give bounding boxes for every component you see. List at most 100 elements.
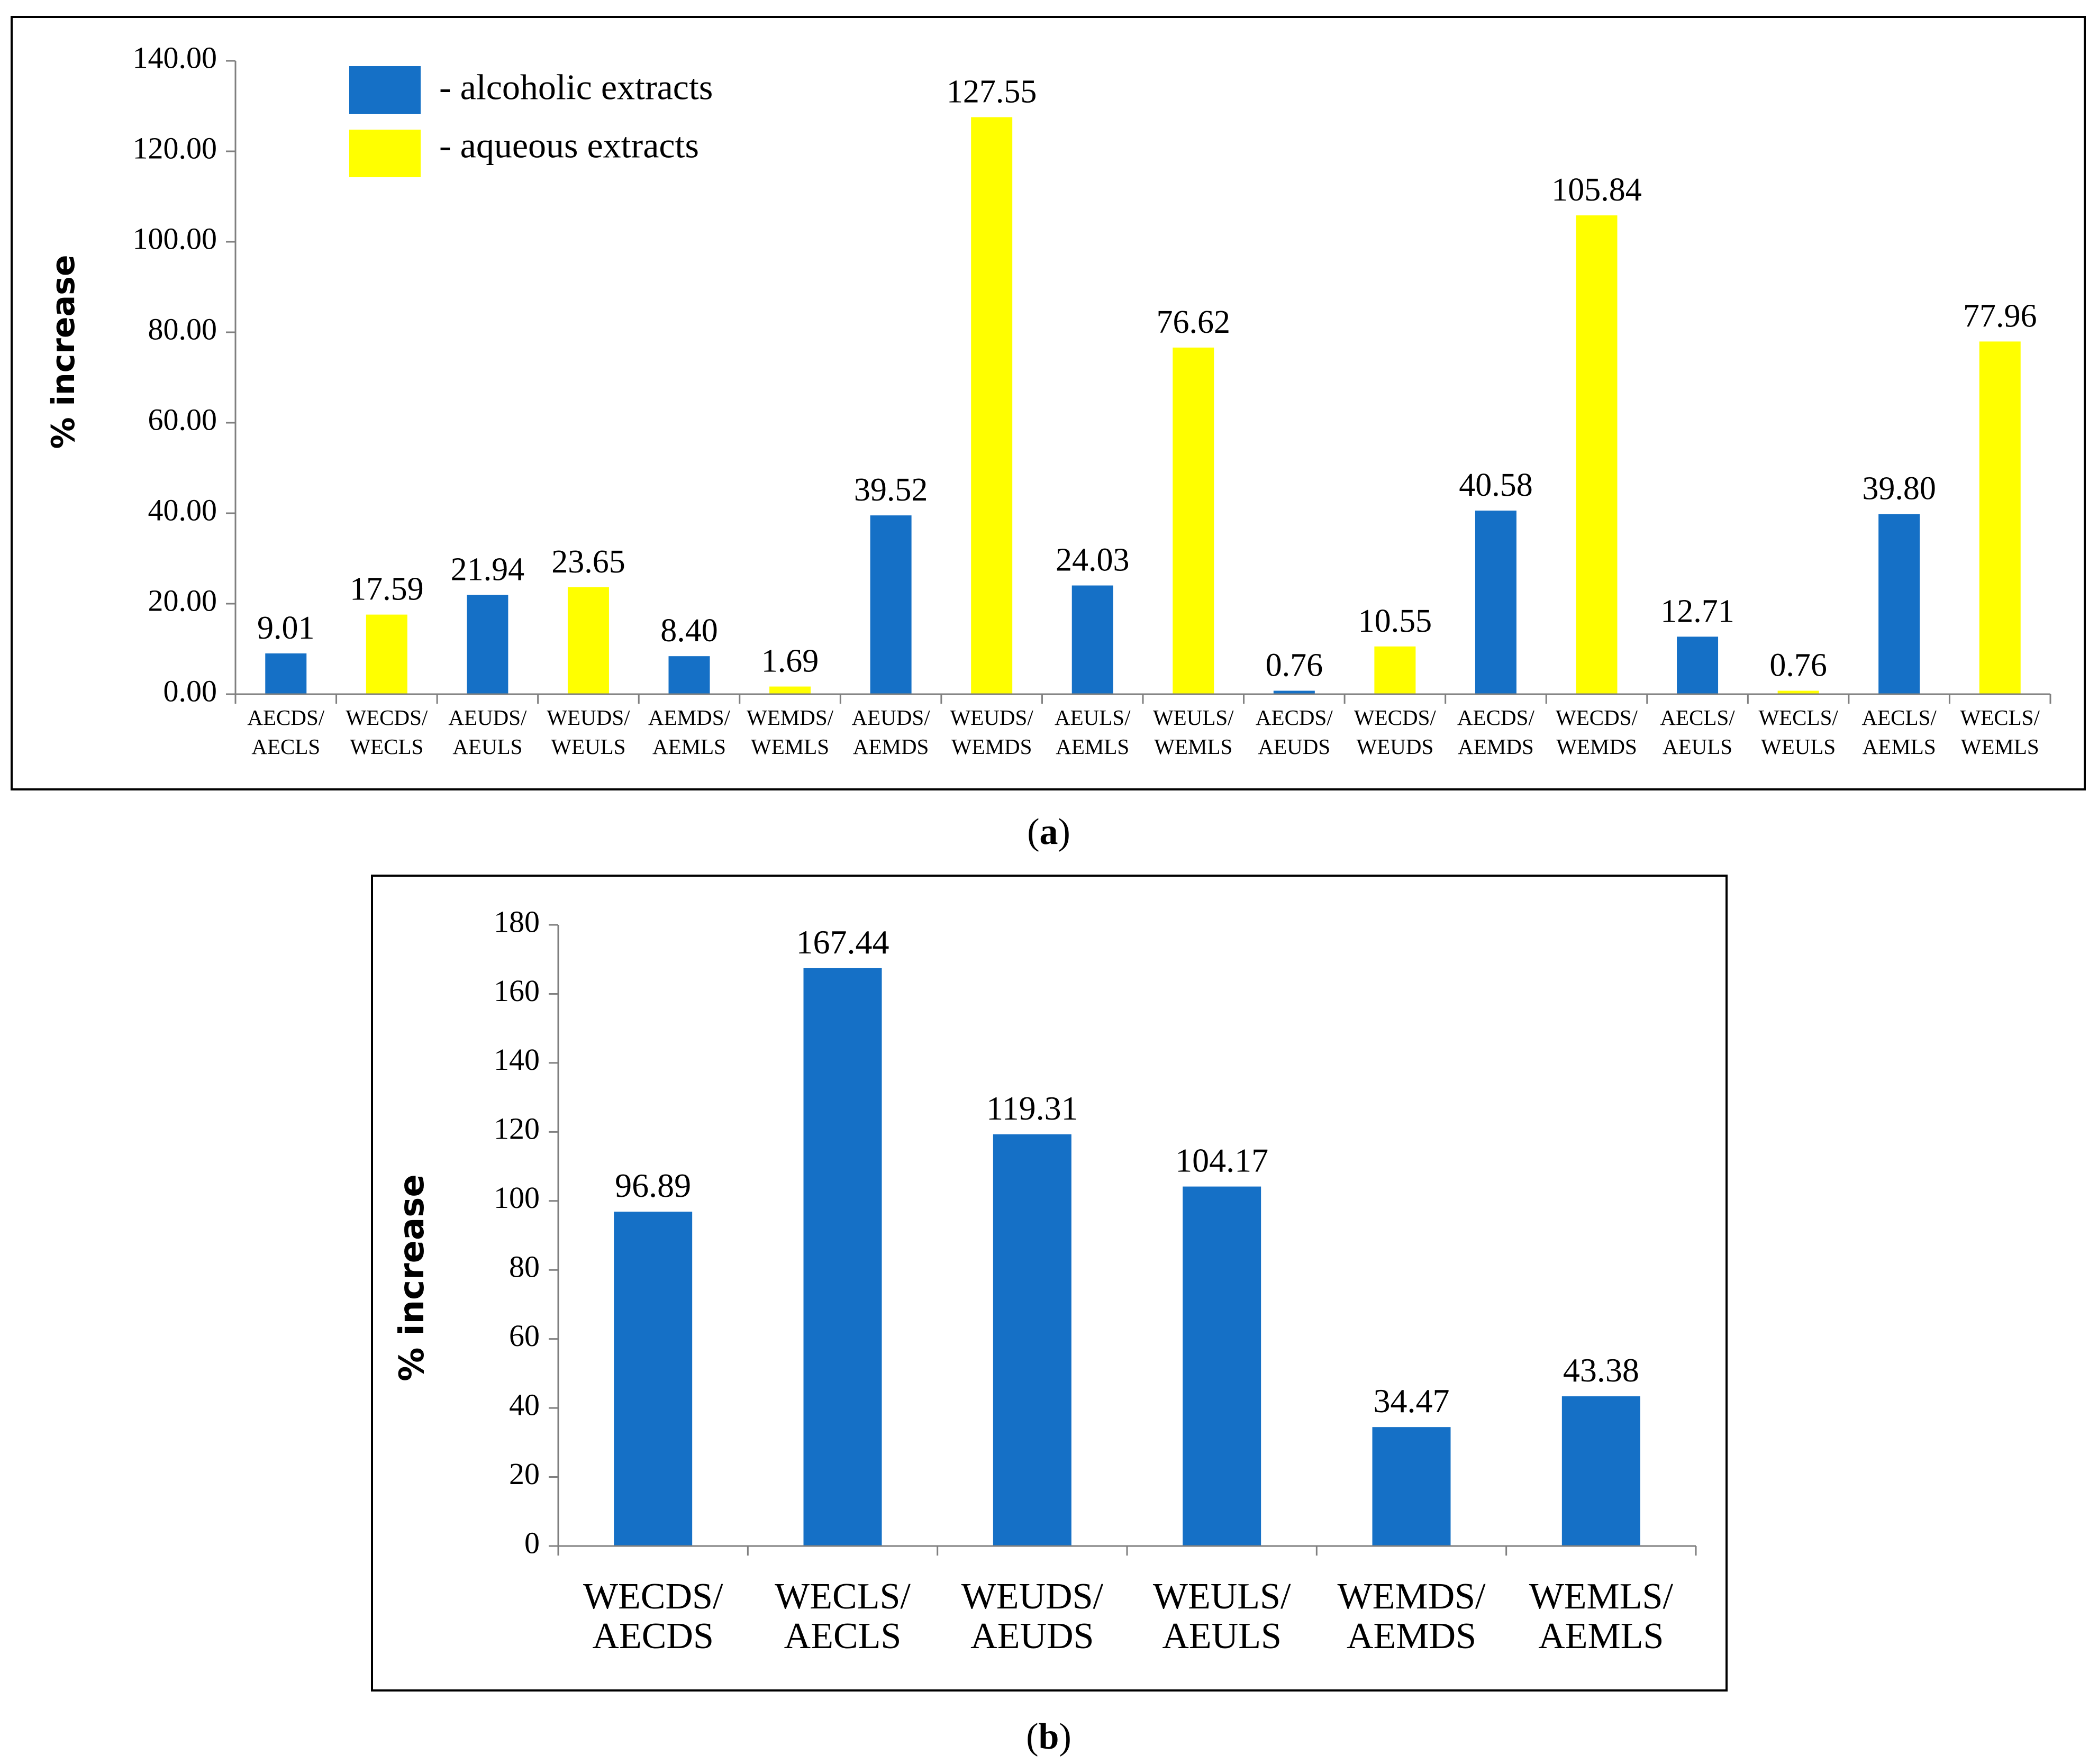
x-tick-label: WECDS/ bbox=[1556, 705, 1638, 730]
y-tick-label: 120 bbox=[494, 1112, 540, 1146]
bar bbox=[769, 686, 811, 694]
y-tick-label: 100 bbox=[494, 1180, 540, 1215]
data-label: 34.47 bbox=[1374, 1382, 1450, 1420]
x-tick-label: WEMDS/ bbox=[747, 705, 834, 730]
bar bbox=[1372, 1427, 1451, 1546]
x-tick-label: WECLS bbox=[350, 734, 423, 759]
x-tick-label: WEMLS bbox=[1961, 734, 2039, 759]
bar bbox=[1677, 637, 1719, 694]
y-tick-label: 120.00 bbox=[133, 131, 217, 165]
data-label: 8.40 bbox=[660, 613, 718, 649]
x-tick-label: WECLS/ bbox=[1960, 705, 2040, 730]
panel-a: 9.01 17.59 21.94 23.65 8.40 1.69 39.52 127.55 24… bbox=[11, 16, 2086, 790]
x-tick-label: WEULS/ bbox=[1153, 1576, 1291, 1617]
x-tick-label: WEMDS bbox=[951, 734, 1032, 759]
y-tick-label: 180 bbox=[494, 904, 540, 939]
bar bbox=[1878, 514, 1920, 694]
y-tick-label: 0.00 bbox=[164, 674, 217, 708]
x-tick-label: AECLS bbox=[251, 734, 320, 759]
x-tick-label: WEMLS bbox=[1154, 734, 1232, 759]
data-label: 127.55 bbox=[947, 74, 1037, 110]
x-tick-label: WECLS/ bbox=[1758, 705, 1838, 730]
bar bbox=[1777, 690, 1819, 694]
x-tick-label: WEMDS/ bbox=[1338, 1576, 1486, 1617]
data-label: 9.01 bbox=[257, 610, 315, 646]
data-label: 76.62 bbox=[1157, 304, 1231, 340]
x-tick-label: AEULS bbox=[1663, 734, 1732, 759]
bar bbox=[467, 595, 508, 694]
legend: - alcoholic extracts - aqueous extracts bbox=[349, 66, 713, 177]
bar bbox=[971, 117, 1013, 694]
y-tick-label: 80 bbox=[509, 1250, 540, 1284]
bar bbox=[1173, 347, 1214, 694]
x-tick-label: WECDS/ bbox=[583, 1576, 723, 1617]
y-tick-label: 160 bbox=[494, 974, 540, 1008]
x-tick-label: AEMLS bbox=[1538, 1616, 1664, 1657]
x-tick-label: WECLS/ bbox=[775, 1576, 911, 1617]
bar bbox=[265, 653, 307, 694]
x-tick-label: AECDS/ bbox=[1256, 705, 1333, 730]
data-label: 105.84 bbox=[1551, 172, 1642, 208]
data-label: 39.80 bbox=[1862, 471, 1936, 507]
y-tick-label: 140.00 bbox=[133, 40, 217, 75]
y-tick-label: 40.00 bbox=[148, 493, 217, 527]
x-tick-label: AEULS/ bbox=[1055, 705, 1131, 730]
data-label: 17.59 bbox=[350, 571, 424, 607]
x-tick-label: AEMDS bbox=[1458, 734, 1534, 759]
data-label: 23.65 bbox=[551, 544, 625, 580]
data-label: 24.03 bbox=[1056, 542, 1130, 578]
bar bbox=[1374, 646, 1416, 694]
data-label: 0.76 bbox=[1769, 648, 1827, 684]
data-label: 40.58 bbox=[1459, 467, 1533, 503]
y-tick-label: 60.00 bbox=[148, 402, 217, 437]
x-tick-label: AEMLS bbox=[652, 734, 726, 759]
legend-swatch-aqueous bbox=[349, 130, 421, 177]
bar bbox=[993, 1134, 1071, 1546]
x-tick-label: AEMDS bbox=[853, 734, 929, 759]
legend-swatch-alcoholic bbox=[349, 66, 421, 114]
data-label: 1.69 bbox=[761, 643, 819, 679]
panel-a-frame bbox=[11, 16, 2086, 790]
data-label: 12.71 bbox=[1660, 593, 1734, 629]
y-tick-label: 0 bbox=[524, 1525, 540, 1560]
bar bbox=[567, 587, 609, 694]
x-tick-label: WECDS/ bbox=[346, 705, 428, 730]
data-label: 167.44 bbox=[796, 923, 889, 961]
bar bbox=[1183, 1186, 1261, 1546]
data-label: 0.76 bbox=[1266, 648, 1323, 684]
data-label: 43.38 bbox=[1563, 1351, 1639, 1389]
y-tick-label: 140 bbox=[494, 1042, 540, 1077]
x-tick-label: WEULS/ bbox=[1153, 705, 1234, 730]
x-tick-label: AECDS/ bbox=[1457, 705, 1534, 730]
x-tick-label: WEUDS/ bbox=[950, 705, 1034, 730]
data-label: 10.55 bbox=[1358, 603, 1432, 639]
x-tick-label: AEULS bbox=[1162, 1616, 1282, 1657]
x-tick-label: AEULS bbox=[452, 734, 522, 759]
caption-b-letter: b bbox=[1039, 1716, 1059, 1757]
bar bbox=[1475, 511, 1516, 694]
x-tick-label: AEMDS/ bbox=[648, 705, 731, 730]
y-tick-label: 80.00 bbox=[148, 312, 217, 346]
bar bbox=[1979, 341, 2021, 694]
bar bbox=[1561, 1396, 1640, 1546]
data-label: 119.31 bbox=[986, 1089, 1078, 1127]
y-tick-label: 20 bbox=[509, 1457, 540, 1491]
y-axis-label: % increase bbox=[393, 1174, 432, 1381]
bar bbox=[614, 1212, 693, 1546]
x-tick-label: AEUDS bbox=[1258, 734, 1330, 759]
x-tick-label: WEMLS/ bbox=[1529, 1576, 1674, 1617]
legend-label-alcoholic: - alcoholic extracts bbox=[439, 67, 713, 107]
x-tick-label: AEMLS bbox=[1056, 734, 1129, 759]
x-tick-label: AEUDS bbox=[970, 1616, 1094, 1657]
bar bbox=[366, 614, 407, 694]
panel-b-frame bbox=[371, 875, 1728, 1692]
y-tick-label: 40 bbox=[509, 1387, 540, 1422]
data-label: 104.17 bbox=[1175, 1142, 1268, 1179]
x-tick-label: WEUDS/ bbox=[547, 705, 630, 730]
caption-a-letter: a bbox=[1040, 812, 1058, 852]
y-axis-label: % increase bbox=[45, 254, 82, 449]
y-tick-label: 20.00 bbox=[148, 583, 217, 617]
x-tick-label: AECLS bbox=[784, 1616, 902, 1657]
x-tick-label: AECLS/ bbox=[1660, 705, 1735, 730]
